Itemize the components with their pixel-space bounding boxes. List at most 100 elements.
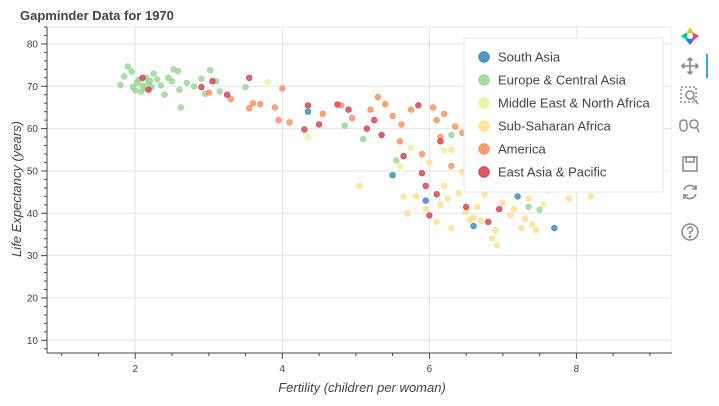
y-axis-label: Life Expectancy (years) bbox=[9, 121, 24, 257]
point-sub-saharan-africa bbox=[433, 218, 440, 225]
point-america bbox=[407, 106, 415, 113]
point-sub-saharan-africa bbox=[507, 212, 514, 219]
x-tick-label: 4 bbox=[280, 364, 286, 375]
point-europe-central-asia bbox=[216, 88, 223, 95]
save-tool-icon[interactable] bbox=[676, 152, 704, 176]
axes: 2 4 6 8 10 20 30 40 50 60 70 80 bbox=[27, 26, 672, 375]
wheel-zoom-tool-icon[interactable] bbox=[676, 114, 704, 138]
point-middle-east-north-africa bbox=[264, 78, 271, 86]
point-america bbox=[433, 116, 440, 124]
point-east-asia-pacific bbox=[462, 203, 470, 211]
point-sub-saharan-africa bbox=[488, 235, 496, 242]
point-europe-central-asia bbox=[190, 83, 198, 90]
y-tick-label: 20 bbox=[27, 293, 39, 304]
point-europe-central-asia bbox=[198, 75, 205, 82]
point-east-asia-pacific bbox=[145, 86, 152, 93]
point-america bbox=[398, 121, 405, 128]
legend-swatch bbox=[478, 143, 490, 155]
point-east-asia-pacific bbox=[223, 91, 231, 98]
y-tick-label: 70 bbox=[27, 82, 39, 93]
point-europe-central-asia bbox=[174, 67, 182, 75]
y-tick-label: 40 bbox=[27, 209, 39, 220]
point-america bbox=[205, 89, 212, 96]
point-europe-central-asia bbox=[242, 83, 249, 91]
y-tick-label: 80 bbox=[27, 39, 39, 50]
point-america bbox=[227, 95, 234, 103]
point-sub-saharan-africa bbox=[404, 210, 411, 217]
point-america bbox=[275, 116, 282, 124]
point-east-asia-pacific bbox=[334, 101, 341, 108]
point-sub-saharan-africa bbox=[412, 193, 420, 200]
point-east-asia-pacific bbox=[422, 182, 429, 189]
point-south-asia bbox=[551, 224, 558, 232]
point-europe-central-asia bbox=[150, 70, 157, 77]
box-zoom-tool-icon[interactable] bbox=[676, 84, 704, 108]
legend-swatch bbox=[478, 120, 490, 132]
x-tick-label: 6 bbox=[427, 364, 433, 375]
pan-tool-icon[interactable] bbox=[676, 54, 708, 78]
legend-label: Middle East & North Africa bbox=[498, 96, 650, 111]
y-tick-label: 60 bbox=[27, 124, 39, 135]
point-sub-saharan-africa bbox=[518, 224, 525, 232]
point-east-asia-pacific bbox=[426, 212, 433, 219]
point-middle-east-north-africa bbox=[407, 144, 415, 151]
point-sub-saharan-africa bbox=[477, 217, 484, 225]
legend-swatch bbox=[478, 166, 490, 178]
point-europe-central-asia bbox=[206, 66, 214, 74]
point-east-asia-pacific bbox=[496, 205, 503, 213]
point-sub-saharan-africa bbox=[400, 193, 407, 200]
point-sub-saharan-africa bbox=[422, 205, 429, 213]
point-europe-central-asia bbox=[154, 76, 161, 83]
point-sub-saharan-africa bbox=[440, 182, 448, 189]
legend-swatch bbox=[478, 97, 490, 109]
point-america bbox=[374, 93, 382, 101]
point-america bbox=[429, 104, 437, 111]
point-east-asia-pacific bbox=[139, 74, 146, 81]
point-sub-saharan-africa bbox=[525, 195, 532, 202]
point-sub-saharan-africa bbox=[448, 224, 455, 232]
point-sub-saharan-africa bbox=[437, 201, 444, 208]
point-europe-central-asia bbox=[128, 68, 135, 75]
point-america bbox=[245, 105, 253, 112]
point-europe-central-asia bbox=[177, 104, 184, 111]
point-sub-saharan-africa bbox=[448, 146, 455, 153]
point-sub-saharan-africa bbox=[444, 195, 451, 202]
point-east-asia-pacific bbox=[315, 121, 323, 128]
point-east-asia-pacific bbox=[209, 77, 216, 85]
point-europe-central-asia bbox=[146, 77, 154, 84]
help-tool-icon[interactable] bbox=[676, 220, 704, 244]
scatter-chart: 2 4 6 8 10 20 30 40 50 60 70 80 Gapminder Data for … bbox=[9, 8, 672, 395]
point-america bbox=[279, 85, 286, 92]
legend-label: East Asia & Pacific bbox=[498, 165, 607, 180]
legend-label: South Asia bbox=[498, 50, 561, 65]
point-america bbox=[389, 112, 396, 120]
point-east-asia-pacific bbox=[437, 138, 444, 145]
point-east-asia-pacific bbox=[418, 169, 426, 177]
chart-title: Gapminder Data for 1970 bbox=[20, 8, 174, 23]
point-america bbox=[448, 162, 455, 170]
y-tick-label: 10 bbox=[27, 336, 39, 347]
point-america bbox=[348, 114, 356, 122]
reset-tool-icon[interactable] bbox=[676, 180, 704, 204]
point-sub-saharan-africa bbox=[426, 159, 433, 166]
point-south-asia bbox=[422, 197, 429, 204]
point-america bbox=[451, 123, 459, 130]
point-america bbox=[286, 119, 293, 126]
point-sub-saharan-africa bbox=[493, 241, 501, 249]
bokeh-logo-icon[interactable] bbox=[676, 24, 704, 48]
legend: South Asia Europe & Central Asia Middle Ea… bbox=[463, 37, 664, 193]
point-east-asia-pacific bbox=[371, 116, 378, 124]
point-south-asia bbox=[470, 222, 477, 230]
point-middle-east-north-africa bbox=[540, 201, 547, 208]
point-america bbox=[440, 110, 448, 117]
point-europe-central-asia bbox=[536, 206, 543, 214]
point-east-asia-pacific bbox=[400, 152, 407, 160]
point-america bbox=[382, 100, 389, 108]
point-south-asia bbox=[389, 171, 396, 179]
point-sub-saharan-africa bbox=[587, 193, 595, 200]
y-tick-label: 30 bbox=[27, 251, 39, 262]
x-tick-label: 8 bbox=[574, 364, 580, 375]
point-europe-central-asia bbox=[120, 73, 128, 80]
legend-label: America bbox=[498, 142, 546, 157]
x-axis-label: Fertility (children per woman) bbox=[278, 380, 446, 395]
